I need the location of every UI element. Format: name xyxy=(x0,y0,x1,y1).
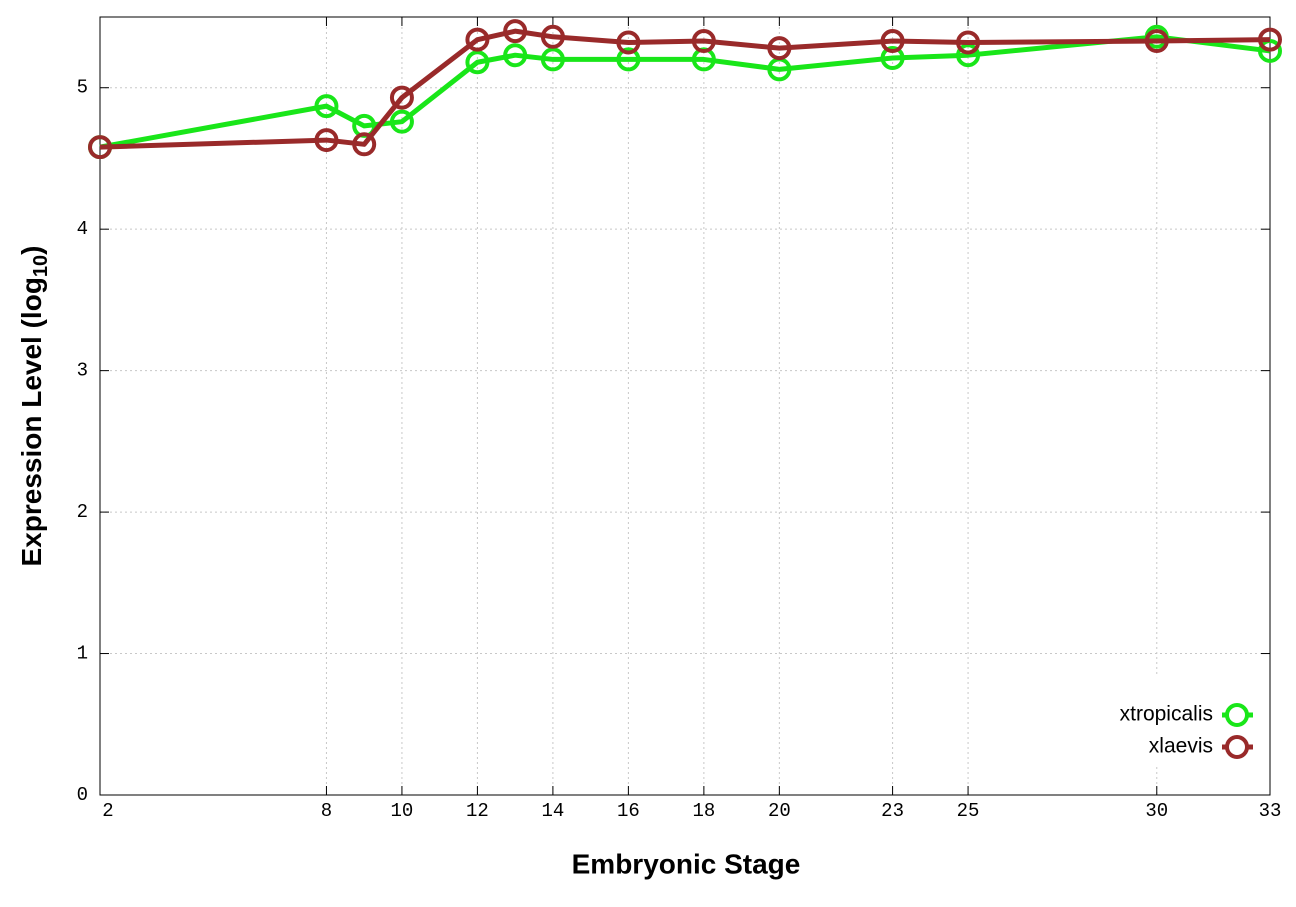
x-tick-label: 18 xyxy=(692,800,715,822)
x-tick-label: 8 xyxy=(321,800,332,822)
x-tick-label: 14 xyxy=(541,800,564,822)
point xyxy=(540,24,565,49)
y-tick-label: 0 xyxy=(77,784,88,806)
y-axis-title-text: Expression Level (log xyxy=(16,277,47,566)
series-line xyxy=(99,28,1271,150)
y-tick-label: 4 xyxy=(77,218,88,240)
y-tick-label: 5 xyxy=(77,77,88,99)
x-tick-label: 20 xyxy=(768,800,791,822)
legend-label: xtropicalis xyxy=(1120,703,1213,726)
x-tick-label: 25 xyxy=(957,800,980,822)
point xyxy=(465,50,490,75)
legend-marker xyxy=(1225,735,1249,759)
plot-frame xyxy=(99,16,1271,796)
x-tick-label: 30 xyxy=(1145,800,1168,822)
point xyxy=(767,36,792,61)
point xyxy=(1144,29,1169,54)
y-tick-label: 1 xyxy=(77,643,88,665)
x-tick-label: 10 xyxy=(391,800,414,822)
y-axis-title: Expression Level (log10) xyxy=(16,246,52,567)
point xyxy=(314,128,339,153)
point xyxy=(503,19,528,44)
legend-label: xlaevis xyxy=(1149,735,1213,758)
x-tick-label: 12 xyxy=(466,800,489,822)
point xyxy=(540,47,565,72)
point xyxy=(880,29,905,54)
x-tick-label: 2 xyxy=(102,800,113,822)
y-axis-title-end: ) xyxy=(16,246,47,255)
point xyxy=(616,47,641,72)
point xyxy=(691,29,716,54)
point xyxy=(389,85,414,110)
point xyxy=(956,43,981,68)
x-tick-label: 16 xyxy=(617,800,640,822)
y-tick-label: 2 xyxy=(77,501,88,523)
point xyxy=(389,109,414,134)
x-axis-title: Embryonic Stage xyxy=(572,848,801,879)
point xyxy=(1258,27,1282,52)
y-tick-label: 3 xyxy=(77,360,88,382)
x-tick-label: 33 xyxy=(1259,800,1282,822)
point xyxy=(314,94,339,119)
point xyxy=(352,132,377,157)
series-line xyxy=(99,34,1271,150)
x-tick-label: 23 xyxy=(881,800,904,822)
legend-marker xyxy=(1225,703,1249,727)
point xyxy=(88,135,112,160)
y-axis-title-sub: 10 xyxy=(30,255,52,277)
point xyxy=(880,46,905,71)
point xyxy=(616,30,641,55)
point xyxy=(503,43,528,68)
point xyxy=(956,30,981,55)
point xyxy=(465,27,490,52)
